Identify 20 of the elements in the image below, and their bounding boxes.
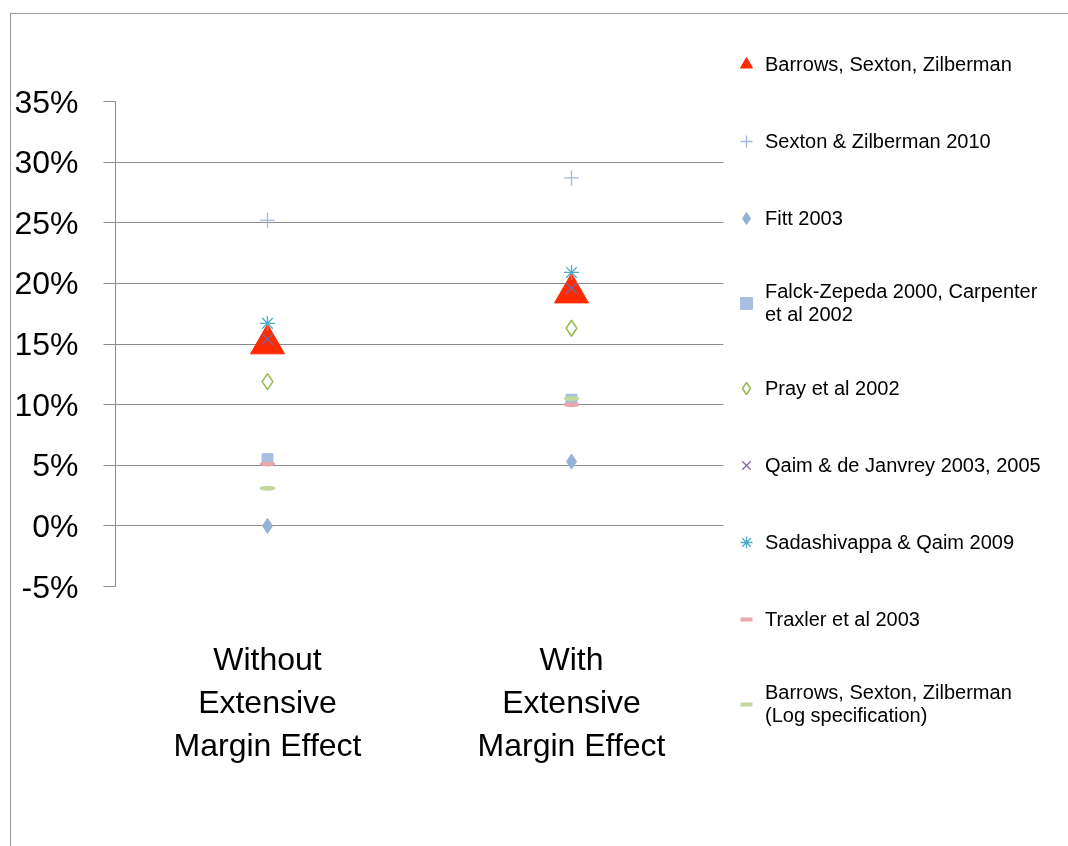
legend-label: Fitt 2003 <box>765 205 843 231</box>
legend-label: Pray et al 2002 <box>765 375 900 401</box>
y-tick-label: 35% <box>14 83 79 120</box>
legend-label: Sadashivappa & Qaim 2009 <box>765 529 1015 555</box>
legend-label: Qaim & de Janvrey 2003, 2005 <box>765 452 1041 478</box>
y-tick-label: 0% <box>32 507 79 544</box>
y-tick-label: 20% <box>14 265 79 302</box>
x-tick-label: With Extensive Margin Effect <box>477 640 666 763</box>
y-tick-label: 25% <box>14 204 79 241</box>
x-tick-label: Without Extensive Margin Effect <box>173 640 362 763</box>
y-tick-label: 30% <box>14 144 79 181</box>
legend-label: Barrows, Sexton, Zilberman (Log specification) <box>765 681 1012 727</box>
legend-label: Traxler et al 2003 <box>765 606 920 632</box>
legend-label: Sexton & Zilberman 2010 <box>765 128 991 154</box>
y-tick-label: 10% <box>14 386 79 423</box>
legend-label: Falck-Zepeda 2000, Carpenter et al 2002 <box>765 280 1038 326</box>
y-tick-label: 15% <box>14 326 79 362</box>
y-tick-label: -5% <box>21 568 79 605</box>
legend-label: Barrows, Sexton, Zilberman <box>765 51 1012 77</box>
y-tick-label: 5% <box>32 447 79 484</box>
